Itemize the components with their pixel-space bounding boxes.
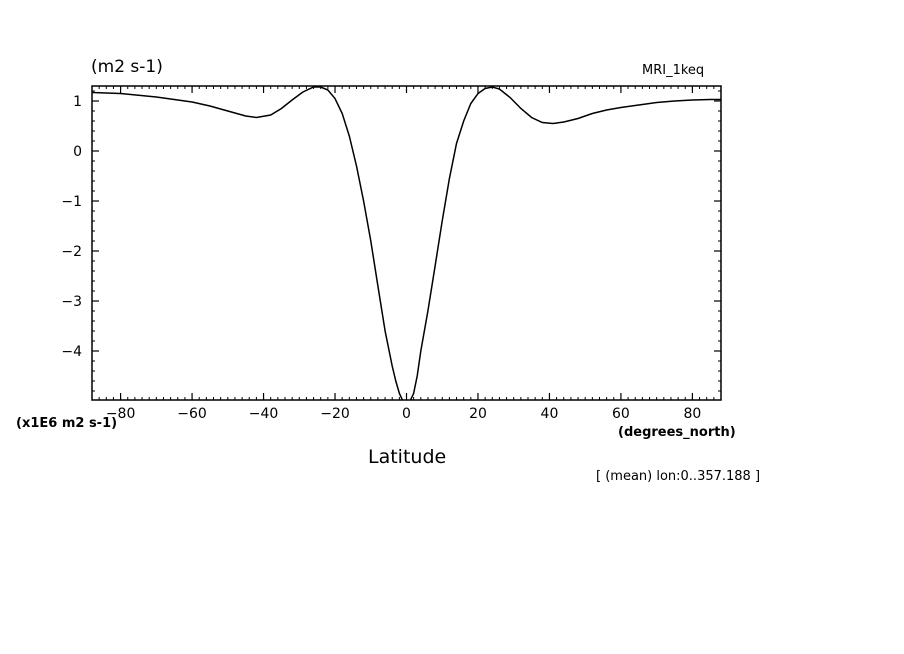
tick-marks <box>91 86 722 400</box>
x-tick-label: −20 <box>320 406 350 422</box>
x-axis-label: Latitude <box>368 446 447 468</box>
y-tick-label: 0 <box>73 144 82 160</box>
tick-labels: −80 −60 −40 −20 0 20 40 60 80 1 0 −1 −2 −3 −4 <box>61 94 701 422</box>
x-tick-label: −80 <box>106 406 136 422</box>
y-tick-label: −4 <box>61 344 82 360</box>
series-line <box>92 86 721 400</box>
x-tick-label: 0 <box>402 406 411 422</box>
x-tick-label: −60 <box>177 406 207 422</box>
y-multiplier-label: (x1E6 m2 s-1) <box>16 416 118 431</box>
x-tick-label: 40 <box>541 406 559 422</box>
x-tick-label: 20 <box>469 406 487 422</box>
y-tick-label: −1 <box>61 194 82 210</box>
averaging-note: [ (mean) lon:0..357.188 ] <box>596 469 761 484</box>
y-tick-label: −3 <box>61 294 82 310</box>
x-units-label: (degrees_north) <box>618 425 736 440</box>
x-tick-label: 60 <box>612 406 630 422</box>
x-tick-label: 80 <box>683 406 701 422</box>
series-layer <box>92 86 721 400</box>
experiment-label: MRI_1keq <box>642 63 705 78</box>
plot-frame <box>91 85 722 401</box>
chart-title: (m2 s-1) <box>91 57 163 77</box>
x-tick-label: −40 <box>249 406 279 422</box>
y-tick-label: −2 <box>61 244 82 260</box>
y-tick-label: 1 <box>73 94 82 110</box>
